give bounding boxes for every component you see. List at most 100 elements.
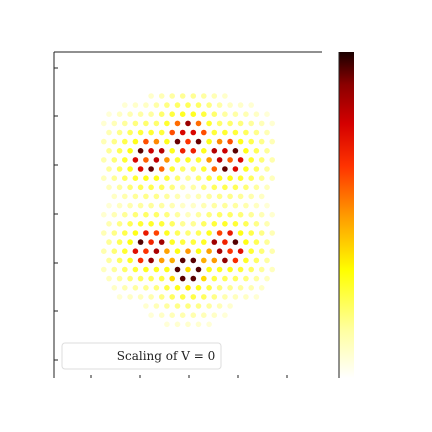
scatter-point <box>185 157 191 163</box>
scatter-point <box>216 102 223 108</box>
scatter-point <box>153 157 160 163</box>
scatter-point <box>179 221 186 227</box>
scatter-point <box>153 248 160 254</box>
scatter-point <box>137 275 144 282</box>
scatter-point <box>101 230 107 236</box>
scatter-point <box>243 294 249 300</box>
scatter-point <box>153 138 160 145</box>
scatter-point <box>132 285 139 291</box>
scatter-point <box>232 166 239 172</box>
scatter-point <box>237 248 244 254</box>
scatter-point <box>195 193 202 200</box>
scatter-point <box>195 248 202 254</box>
scatter-point <box>137 111 144 117</box>
scatter-point <box>222 257 228 264</box>
scatter-point <box>190 221 197 227</box>
scatter-point <box>179 275 186 282</box>
scatter-point <box>158 312 165 319</box>
scatter-point <box>143 120 149 127</box>
scatter-point <box>153 102 160 108</box>
scatter-point <box>164 248 170 254</box>
scatter-point <box>227 193 233 200</box>
scatter-point <box>269 230 276 236</box>
scatter-point <box>237 193 244 200</box>
scatter-point <box>190 184 197 191</box>
scatter-point <box>243 148 249 154</box>
scatter-point <box>174 285 181 291</box>
scatter-point <box>222 184 228 191</box>
scatter-point <box>116 294 123 300</box>
scatter-point <box>158 221 165 227</box>
scatter-point <box>137 239 144 245</box>
scatter-point <box>143 266 149 273</box>
scatter-point <box>201 166 207 172</box>
scatter-point <box>169 221 175 227</box>
scatter-point <box>211 93 218 99</box>
scatter-point <box>232 202 239 209</box>
scatter-point <box>185 230 191 236</box>
scatter-point <box>174 266 181 273</box>
scatter-point <box>111 157 118 163</box>
scatter-point <box>264 239 270 245</box>
scatter-point <box>164 193 170 200</box>
scatter-point <box>143 211 149 218</box>
colorbar-gradient <box>339 52 354 378</box>
scatter-point <box>143 157 149 163</box>
scatter-point <box>190 202 197 209</box>
scatter-point <box>237 230 244 236</box>
scatter-point <box>106 184 112 191</box>
scatter-point <box>258 248 265 254</box>
scatter-point <box>264 184 270 191</box>
scatter-point <box>101 157 107 163</box>
scatter-point <box>122 248 128 254</box>
scatter-point <box>148 257 154 264</box>
x-ticks <box>90 375 288 378</box>
scatter-point <box>122 138 128 145</box>
scatter-point <box>164 285 170 291</box>
scatter-point <box>264 166 270 172</box>
scatter-point <box>232 184 239 191</box>
scatter-point <box>237 102 244 108</box>
scatter-point <box>211 257 218 264</box>
scatter-point <box>148 312 154 319</box>
scatter-point <box>248 248 254 254</box>
scatter-point <box>216 175 223 181</box>
scatter-point <box>158 184 165 191</box>
scatter-point <box>264 148 270 154</box>
scatter-point <box>148 148 154 154</box>
scatter-point <box>253 239 260 245</box>
scatter-point <box>222 294 228 300</box>
scatter-point <box>185 285 191 291</box>
scatter-point <box>137 294 144 300</box>
scatter-point <box>153 120 160 127</box>
scatter-point <box>216 157 223 163</box>
scatter-point <box>169 202 175 209</box>
legend: Scaling of V = 0 <box>61 342 222 370</box>
scatter-point <box>190 129 197 136</box>
scatter-point <box>164 138 170 145</box>
scatter-point <box>174 211 181 218</box>
scatter-point <box>232 129 239 136</box>
scatter-point <box>211 184 218 191</box>
scatter-point <box>148 184 154 191</box>
scatter-point <box>216 230 223 236</box>
scatter-point <box>248 230 254 236</box>
scatter-point <box>106 202 112 209</box>
scatter-point <box>253 202 260 209</box>
scatter-point <box>269 211 276 218</box>
scatter-point <box>158 93 165 99</box>
scatter-point <box>148 129 154 136</box>
scatter-point <box>122 193 128 200</box>
scatter-point <box>169 111 175 117</box>
scatter-point <box>111 211 118 218</box>
scatter-point <box>122 285 128 291</box>
scatter-point <box>190 312 197 319</box>
scatter-point <box>132 248 139 254</box>
scatter-point <box>158 129 165 136</box>
scatter-point <box>101 266 107 273</box>
scatter-point <box>211 275 218 282</box>
scatter-point <box>179 148 186 154</box>
scatter-point <box>206 193 212 200</box>
scatter-point <box>201 275 207 282</box>
scatter-point <box>237 157 244 163</box>
